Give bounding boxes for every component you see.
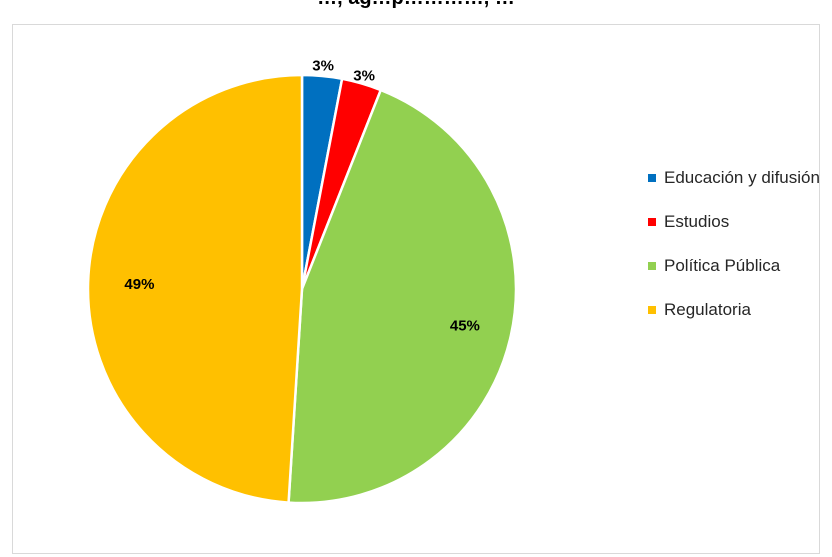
- pie-slice-politica-publica: [287, 88, 518, 505]
- legend-swatch-regulatoria: [648, 306, 656, 314]
- chart-legend: Educación y difusión Estudios Política P…: [648, 166, 823, 342]
- legend-label-educacion: Educación y difusión: [664, 168, 820, 187]
- legend-swatch-educacion: [648, 174, 656, 182]
- legend-item-educacion: Educación y difusión: [648, 166, 823, 190]
- legend-item-regulatoria: Regulatoria: [648, 298, 823, 322]
- legend-label-estudios: Estudios: [664, 212, 730, 231]
- legend-item-estudios: Estudios: [648, 210, 823, 234]
- chart-title: …, ag…p…………, …: [0, 0, 832, 10]
- data-label-educacion: 3%: [312, 57, 334, 74]
- legend-label-politica-publica: Política Pública: [664, 256, 781, 275]
- legend-swatch-estudios: [648, 218, 656, 226]
- legend-label-regulatoria: Regulatoria: [664, 300, 751, 319]
- data-label-politica-publica: 45%: [450, 317, 480, 334]
- legend-item-politica-publica: Política Pública: [648, 254, 823, 278]
- legend-swatch-politica-publica: [648, 262, 656, 270]
- data-label-regulatoria: 49%: [124, 276, 154, 293]
- pie-slice-regulatoria: [86, 73, 304, 504]
- data-label-estudios: 3%: [353, 67, 375, 84]
